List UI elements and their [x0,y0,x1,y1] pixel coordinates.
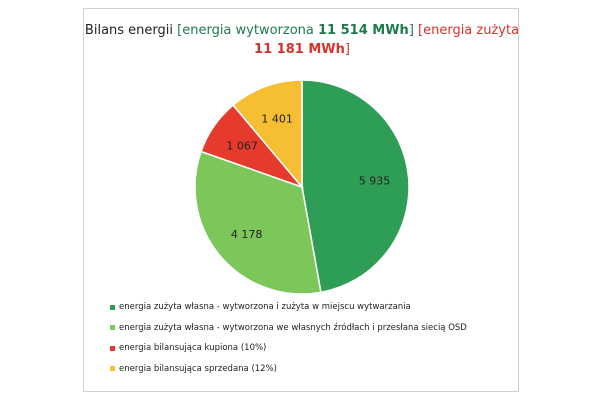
pie-slice [301,79,410,294]
title-produced-value: 11 514 MWh [318,23,409,38]
legend-item: energia bilansująca sprzedana (12%) [110,359,510,380]
legend-swatch [110,345,115,351]
pie-chart: 5 935 4 178 1 067 1 401 [194,79,410,295]
title-produced-text: [energia wytworzona [177,23,318,38]
chart-frame: Bilans energii [energia wytworzona 11 51… [83,8,519,392]
legend-swatch [110,366,115,372]
slice-value-label: 4 178 [231,228,263,241]
slice-value-label: 5 935 [359,175,391,188]
title-prefix: Bilans energii [84,23,178,38]
legend-label: energia bilansująca kupiona (10%) [119,343,267,354]
pie-slice [194,150,322,295]
title-consumed-value: 11 181 MWh [254,42,345,57]
legend-label: energia bilansująca sprzedana (12%) [119,363,277,374]
slice-value-label: 1 401 [261,113,293,126]
legend-label: energia zużyta własna - wytworzona we wł… [119,322,467,333]
chart-title: Bilans energii [energia wytworzona 11 51… [84,21,520,59]
title-produced-close: ] [408,23,414,38]
slice-value-label: 1 067 [226,140,258,153]
legend-swatch [110,304,115,310]
legend-item: energia bilansująca kupiona (10%) [110,338,510,359]
legend-item: energia zużyta własna - wytworzona i zuż… [110,297,510,318]
legend-label: energia zużyta własna - wytworzona i zuż… [119,302,411,313]
legend-swatch [110,325,115,331]
title-consumed-close: ] [344,42,350,57]
legend: energia zużyta własna - wytworzona i zuż… [110,297,510,379]
title-consumed-text: [energia zużyta [413,23,520,38]
legend-item: energia zużyta własna - wytworzona we wł… [110,318,510,339]
pie-slice [232,79,303,190]
